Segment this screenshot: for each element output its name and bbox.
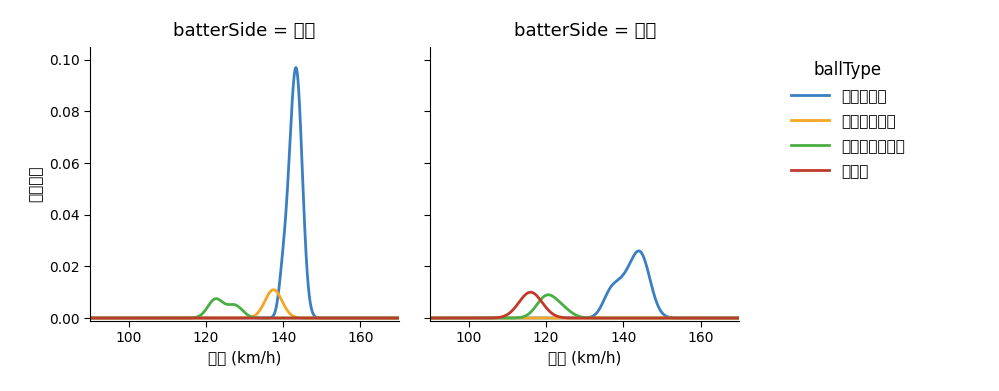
ストレート [570,316,582,320]
カットボール [579,316,591,320]
X-axis label: 球速 (km/h): 球速 (km/h) [548,351,621,366]
カットボール [681,316,693,320]
Legend: ストレート, カットボール, チェンジアップ, カーブ: ストレート, カットボール, チェンジアップ, カーブ [784,55,911,185]
カーブ [743,316,755,320]
Title: batterSide = 右打: batterSide = 右打 [513,22,655,40]
カットボール [743,316,755,320]
カットボール [742,316,754,320]
チェンジアップ [752,316,764,320]
カットボール [570,316,582,320]
チェンジアップ [743,316,755,320]
Line: ストレート: ストレート [423,251,758,318]
X-axis label: 球速 (km/h): 球速 (km/h) [208,351,281,366]
ストレート [417,316,429,320]
カーブ [580,316,592,320]
Line: カーブ: カーブ [423,292,758,318]
Y-axis label: 確率密度: 確率密度 [28,165,43,202]
カーブ [681,316,693,320]
カットボール [752,316,764,320]
ストレート [743,316,755,320]
ストレート [752,316,764,320]
チェンジアップ [542,292,554,297]
チェンジアップ [417,316,429,320]
ストレート [681,316,693,320]
Line: チェンジアップ: チェンジアップ [423,295,758,318]
チェンジアップ [434,316,446,320]
カーブ [752,316,764,320]
カットボール [434,316,446,320]
チェンジアップ [681,316,693,320]
チェンジアップ [580,315,592,320]
カーブ [434,316,446,320]
カーブ [417,316,429,320]
ストレート [743,316,755,320]
ストレート [632,249,644,253]
チェンジアップ [571,313,583,318]
チェンジアップ [743,316,755,320]
カーブ [524,290,536,294]
Title: batterSide = 左打: batterSide = 左打 [174,22,316,40]
カーブ [743,316,755,320]
ストレート [434,316,446,320]
カットボール [417,316,429,320]
カーブ [571,316,583,320]
ストレート [579,316,591,320]
